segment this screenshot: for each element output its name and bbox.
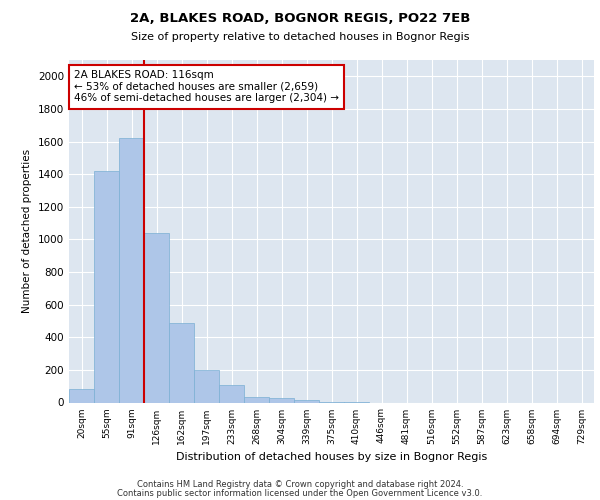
Text: Contains HM Land Registry data © Crown copyright and database right 2024.: Contains HM Land Registry data © Crown c… xyxy=(137,480,463,489)
Bar xyxy=(69,390,94,402)
Bar xyxy=(294,400,319,402)
X-axis label: Distribution of detached houses by size in Bognor Regis: Distribution of detached houses by size … xyxy=(176,452,487,462)
Text: Contains public sector information licensed under the Open Government Licence v3: Contains public sector information licen… xyxy=(118,488,482,498)
Bar xyxy=(144,233,169,402)
Bar xyxy=(219,386,244,402)
Text: Size of property relative to detached houses in Bognor Regis: Size of property relative to detached ho… xyxy=(131,32,469,42)
Bar xyxy=(169,322,194,402)
Text: 2A, BLAKES ROAD, BOGNOR REGIS, PO22 7EB: 2A, BLAKES ROAD, BOGNOR REGIS, PO22 7EB xyxy=(130,12,470,26)
Bar xyxy=(94,171,119,402)
Bar xyxy=(119,138,144,402)
Bar xyxy=(269,398,294,402)
Bar xyxy=(194,370,219,402)
Text: 2A BLAKES ROAD: 116sqm
← 53% of detached houses are smaller (2,659)
46% of semi-: 2A BLAKES ROAD: 116sqm ← 53% of detached… xyxy=(74,70,339,104)
Y-axis label: Number of detached properties: Number of detached properties xyxy=(22,149,32,314)
Bar xyxy=(244,397,269,402)
